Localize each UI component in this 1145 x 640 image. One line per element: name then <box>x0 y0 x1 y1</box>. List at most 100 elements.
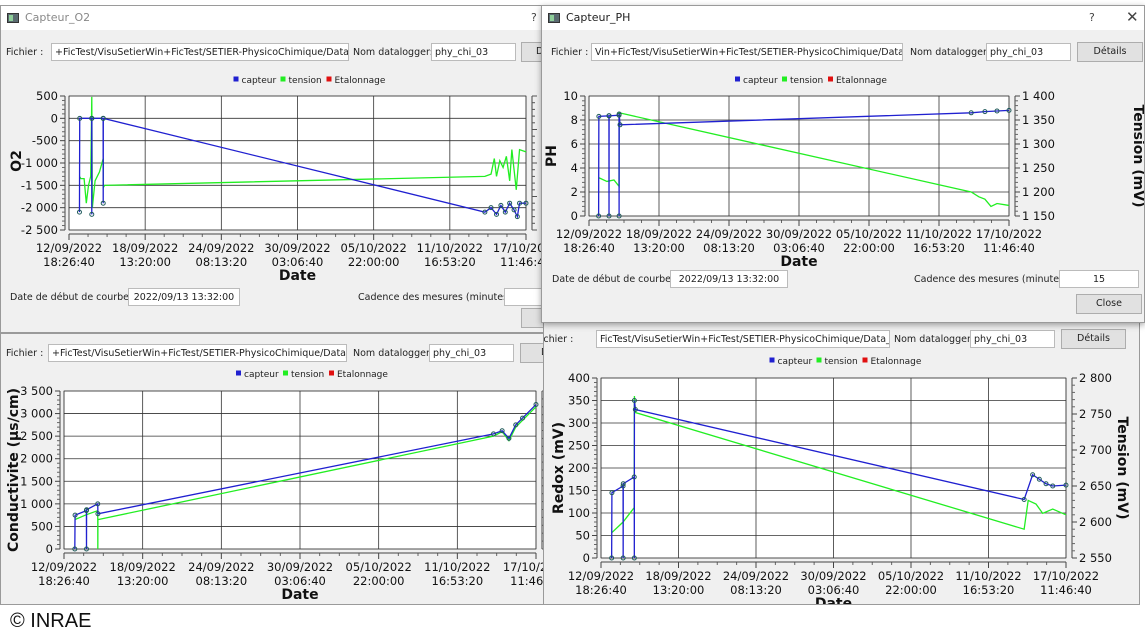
legend-label-tension: tension <box>289 76 322 86</box>
details-button[interactable]: Détails <box>1061 329 1126 349</box>
cadence-label: Cadence des mesures (minutes) : <box>914 274 1074 285</box>
data-point-capteur <box>1050 483 1056 489</box>
capteur-o2-window: Capteur_O2 ? Fichier : +FicTest/VisuSeti… <box>0 5 548 333</box>
o2-chart: capteur tension Etalonnage 12/09/2022 18:26:… <box>9 76 547 284</box>
data-point-capteur <box>95 511 101 517</box>
x-tick-date: 11/10/2022 <box>955 569 1021 583</box>
legend-swatch-tension <box>283 370 288 376</box>
fichier-input[interactable]: +FicTest/VisuSetierWin+FicTest/SETIER-Ph… <box>51 43 349 61</box>
x-tick-label: 11/10/2022 16:53:20 <box>955 569 1021 597</box>
y-tick-label: -2 000 <box>21 201 58 215</box>
y-tick-label: 400 <box>568 371 590 385</box>
x-tick-date: 05/10/2022 <box>346 560 412 574</box>
y-axis-title: Redox (mV) <box>551 422 567 514</box>
close-button[interactable]: Close <box>1076 294 1142 314</box>
debut-input[interactable]: 2022/09/13 13:32:00 <box>670 270 788 288</box>
datalogger-label: Nom datalogger: <box>353 348 433 359</box>
fichier-input[interactable]: +FicTest/VisuSetierWin+FicTest/SETIER-Ph… <box>48 344 347 362</box>
help-icon[interactable]: ? <box>531 11 537 24</box>
x-tick-time: 03:06:40 <box>773 241 825 255</box>
legend-swatch-capteur <box>769 357 775 363</box>
x-tick-time: 16:53:20 <box>963 583 1015 597</box>
chart-legend: capteur tension Etalonnage <box>236 370 388 380</box>
data-point-capteur <box>596 113 602 119</box>
debut-input[interactable]: 2022/09/13 13:32:00 <box>128 288 240 306</box>
debut-label: Date de début de courbe : <box>552 274 678 285</box>
data-point-capteur <box>620 555 626 561</box>
x-tick-time: 03:06:40 <box>808 583 860 597</box>
legend-label-etalonnage: Etalonnage <box>335 76 386 86</box>
fichier-row: Fichier : Vin+FicTest/VisuSetierWin+FicT… <box>542 42 1144 63</box>
x-tick-date: 12/09/2022 <box>556 227 622 241</box>
y-tick-label: 0 <box>51 111 58 125</box>
y-tick-label: 3 000 <box>20 407 53 421</box>
x-tick-label: 30/09/2022 03:06:40 <box>766 227 832 255</box>
y-axis-title: O2 <box>9 150 25 172</box>
data-point-capteur <box>506 435 512 441</box>
data-point-capteur <box>631 398 637 403</box>
x-tick-label: 11/10/2022 16:53:20 <box>906 227 972 255</box>
y-tick-label: 2 <box>571 185 578 199</box>
x-tick-time: 03:06:40 <box>274 574 326 588</box>
y2-tick-label: 1 300 <box>1022 137 1055 151</box>
x-tick-date: 24/09/2022 <box>188 241 254 255</box>
x-tick-label: 18/09/2022 13:20:00 <box>110 560 176 588</box>
y-tick-label: -2 500 <box>21 223 58 237</box>
x-axis-title: Date <box>815 596 852 605</box>
datalogger-input[interactable]: phy_chi_03 <box>431 43 516 61</box>
datalogger-input[interactable]: phy_chi_03 <box>986 43 1071 61</box>
x-tick-time: 16:53:20 <box>424 255 476 269</box>
series-line-capteur <box>78 117 526 219</box>
legend-swatch-etalonnage <box>862 357 868 363</box>
data-point-capteur <box>95 501 101 507</box>
y2-axis-title: Tension (mV) <box>1130 105 1145 208</box>
help-icon[interactable]: ? <box>1089 11 1095 24</box>
data-point-capteur <box>72 546 78 552</box>
y2-tick-label: 1 350 <box>1022 113 1055 127</box>
fichier-input[interactable]: FicTest/VisuSetierWin+FicTest/SETIER-Phy… <box>596 330 890 348</box>
fichier-label: Fichier : <box>551 47 589 58</box>
x-tick-time: 18:26:40 <box>563 241 615 255</box>
y-tick-label: 0 <box>46 542 53 556</box>
x-tick-date: 30/09/2022 <box>766 227 832 241</box>
x-tick-label: 24/09/2022 08:13:20 <box>188 241 254 269</box>
legend-swatch-capteur <box>735 76 740 82</box>
conductivite-chart: capteur tension Etalonnage 12/09/2022 18:26:… <box>6 370 547 603</box>
cadence-input[interactable]: 1 <box>504 288 547 306</box>
x-tick-label: 12/09/2022 18:26:40 <box>556 227 622 255</box>
x-tick-label: 11/10/2022 16:53:20 <box>417 241 483 269</box>
x-tick-label: 12/09/2022 18:26:40 <box>568 569 634 597</box>
fichier-input[interactable]: Vin+FicTest/VisuSetierWin+FicTest/SETIER… <box>591 43 903 61</box>
y-tick-label: -500 <box>32 134 58 148</box>
capteur-redox-window: Fichier : FicTest/VisuSetierWin+FicTest/… <box>543 322 1140 605</box>
close-icon[interactable]: ✕ <box>1126 8 1139 26</box>
details-button[interactable]: Détails <box>1077 42 1143 62</box>
legend-label-tension: tension <box>790 76 823 86</box>
series-line-tension <box>611 395 1067 534</box>
y-tick-label: 0 <box>583 551 590 565</box>
details-button[interactable]: D <box>521 42 547 62</box>
datalogger-input[interactable]: phy_chi_03 <box>970 330 1055 348</box>
data-point-capteur <box>494 211 500 217</box>
y2-tick-label: 2 800 <box>1079 371 1112 385</box>
data-point-capteur <box>620 481 626 487</box>
y2-axis-title: Tension (mV) <box>1114 417 1130 520</box>
close-button[interactable] <box>521 308 547 328</box>
y-tick-label: 500 <box>36 89 58 103</box>
data-point-capteur <box>533 402 539 408</box>
data-point-capteur <box>520 415 526 421</box>
chart-legend: capteur tension Etalonnage <box>769 357 922 367</box>
cadence-input[interactable]: 15 <box>1059 270 1139 288</box>
data-point-capteur <box>606 113 612 119</box>
x-tick-time: 22:00:00 <box>348 255 400 269</box>
data-point-capteur <box>77 115 83 121</box>
x-axis-title: Date <box>780 254 817 270</box>
y2-tick-label: 2 700 <box>1079 443 1112 457</box>
app-icon <box>548 13 560 23</box>
x-tick-date: 18/09/2022 <box>112 241 178 255</box>
datalogger-input[interactable]: phy_chi_03 <box>429 344 514 362</box>
legend-label-tension: tension <box>825 357 858 367</box>
data-point-capteur <box>631 555 637 561</box>
debut-label: Date de début de courbe : <box>10 292 136 303</box>
x-tick-date: 30/09/2022 <box>264 241 330 255</box>
